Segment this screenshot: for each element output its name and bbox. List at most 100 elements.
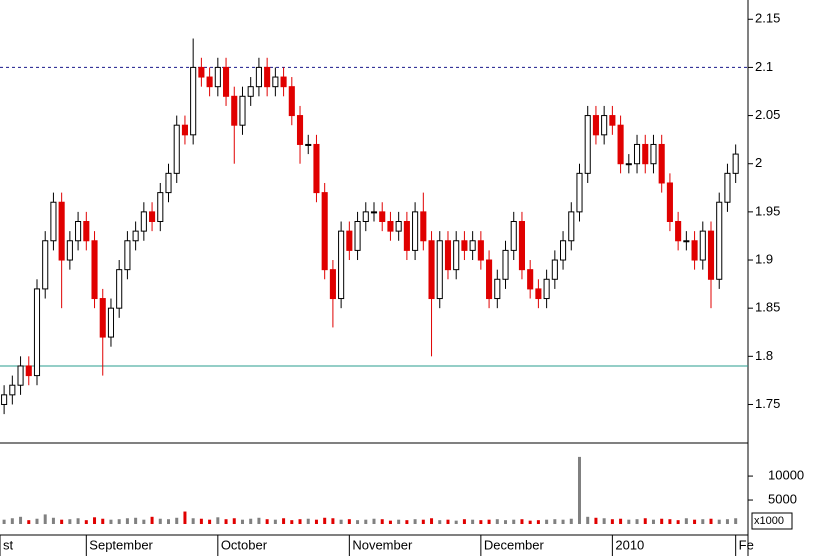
candle-body bbox=[17, 365, 24, 386]
candle-body bbox=[140, 211, 147, 232]
volume-bar bbox=[619, 518, 623, 524]
candle-body bbox=[436, 240, 443, 300]
volume-bar bbox=[35, 518, 39, 524]
volume-bar bbox=[734, 518, 738, 524]
volume-unit: x1000 bbox=[754, 515, 784, 527]
candle-body bbox=[453, 240, 460, 271]
volume-bar bbox=[142, 519, 146, 524]
volume-bar bbox=[405, 520, 409, 524]
candle-body bbox=[403, 221, 410, 251]
volume-bar bbox=[413, 519, 417, 524]
volume-bar bbox=[2, 519, 6, 524]
volume-bar bbox=[635, 519, 639, 524]
candle-body bbox=[66, 240, 73, 261]
volume-bar bbox=[725, 519, 729, 524]
volume-bar bbox=[167, 519, 171, 524]
candle-body bbox=[91, 240, 98, 300]
candle-body bbox=[625, 163, 632, 166]
candle-body bbox=[272, 76, 279, 88]
candle-body bbox=[1, 394, 8, 405]
volume-bar bbox=[388, 520, 392, 524]
candle-body bbox=[329, 269, 336, 300]
volume-bar bbox=[109, 519, 113, 524]
x-tick-label: October bbox=[221, 537, 268, 552]
candle-body bbox=[560, 240, 567, 261]
candle-body bbox=[362, 211, 369, 223]
candle-body bbox=[675, 221, 682, 242]
volume-bar bbox=[273, 519, 277, 524]
volume-bar bbox=[290, 520, 294, 524]
volume-bar bbox=[282, 518, 286, 524]
candle-body bbox=[658, 143, 665, 184]
candle-body bbox=[124, 240, 131, 271]
volume-bar bbox=[183, 511, 187, 524]
candle-body bbox=[50, 201, 57, 242]
volume-bar bbox=[43, 514, 47, 524]
candle-body bbox=[477, 240, 484, 261]
x-tick-label: 2010 bbox=[615, 537, 644, 552]
candle-body bbox=[469, 240, 476, 251]
candle-body bbox=[584, 115, 591, 174]
volume-bar bbox=[438, 520, 442, 524]
candle-body bbox=[444, 240, 452, 271]
volume-bar bbox=[553, 519, 557, 524]
candle-body bbox=[535, 288, 542, 300]
volume-bar bbox=[627, 519, 631, 524]
volume-bar bbox=[454, 520, 458, 524]
candle-body bbox=[601, 115, 608, 136]
candle-body bbox=[149, 211, 156, 223]
volume-bar bbox=[347, 519, 351, 524]
volume-bar bbox=[594, 517, 598, 524]
volume-bar bbox=[208, 519, 212, 524]
candle-body bbox=[592, 115, 599, 136]
candle-body bbox=[247, 86, 254, 97]
volume-bar bbox=[306, 518, 310, 524]
candle-body bbox=[9, 384, 16, 396]
x-tick-label: December bbox=[484, 537, 545, 552]
volume-bar bbox=[10, 518, 14, 524]
candle-body bbox=[305, 143, 312, 146]
volume-bar bbox=[495, 519, 499, 524]
y-tick-label: 2 bbox=[755, 155, 762, 170]
volume-bar bbox=[693, 519, 697, 524]
candle-body bbox=[543, 278, 550, 300]
volume-bar bbox=[372, 518, 376, 524]
y2-tick-label: 5000 bbox=[768, 491, 797, 506]
volume-bar bbox=[643, 518, 647, 524]
volume-bar bbox=[536, 520, 540, 524]
x-tick-label: st bbox=[3, 537, 14, 552]
candle-body bbox=[42, 240, 49, 290]
volume-bar bbox=[175, 517, 179, 524]
x-tick-label: Fe bbox=[739, 537, 754, 552]
y-tick-label: 2.15 bbox=[755, 11, 780, 26]
candle-body bbox=[255, 66, 262, 88]
candle-body bbox=[691, 240, 698, 261]
candle-body bbox=[527, 269, 534, 290]
candle-body bbox=[732, 153, 739, 174]
volume-bar bbox=[224, 519, 228, 524]
candle-body bbox=[633, 143, 641, 165]
volume-bar bbox=[586, 516, 590, 524]
candle-body bbox=[683, 240, 690, 243]
candle-body bbox=[99, 298, 106, 338]
volume-bar bbox=[668, 519, 672, 524]
y-tick-label: 1.9 bbox=[755, 251, 773, 266]
candle-body bbox=[231, 95, 238, 126]
volume-bar bbox=[51, 517, 55, 524]
volume-bar bbox=[487, 519, 491, 524]
candle-body bbox=[313, 143, 320, 194]
volume-bar bbox=[512, 519, 516, 524]
candle-body bbox=[157, 192, 164, 222]
x-tick-label: November bbox=[352, 537, 413, 552]
volume-bar bbox=[331, 518, 335, 524]
volume-bar bbox=[462, 519, 466, 524]
volume-bar bbox=[545, 519, 549, 524]
volume-bar bbox=[709, 518, 713, 524]
candle-body bbox=[132, 230, 139, 242]
candle-body bbox=[716, 201, 723, 280]
volume-bar bbox=[298, 519, 302, 524]
candle-body bbox=[280, 76, 287, 88]
y-tick-label: 1.85 bbox=[755, 300, 780, 315]
volume-bar bbox=[232, 518, 236, 524]
candle-body bbox=[642, 143, 649, 165]
